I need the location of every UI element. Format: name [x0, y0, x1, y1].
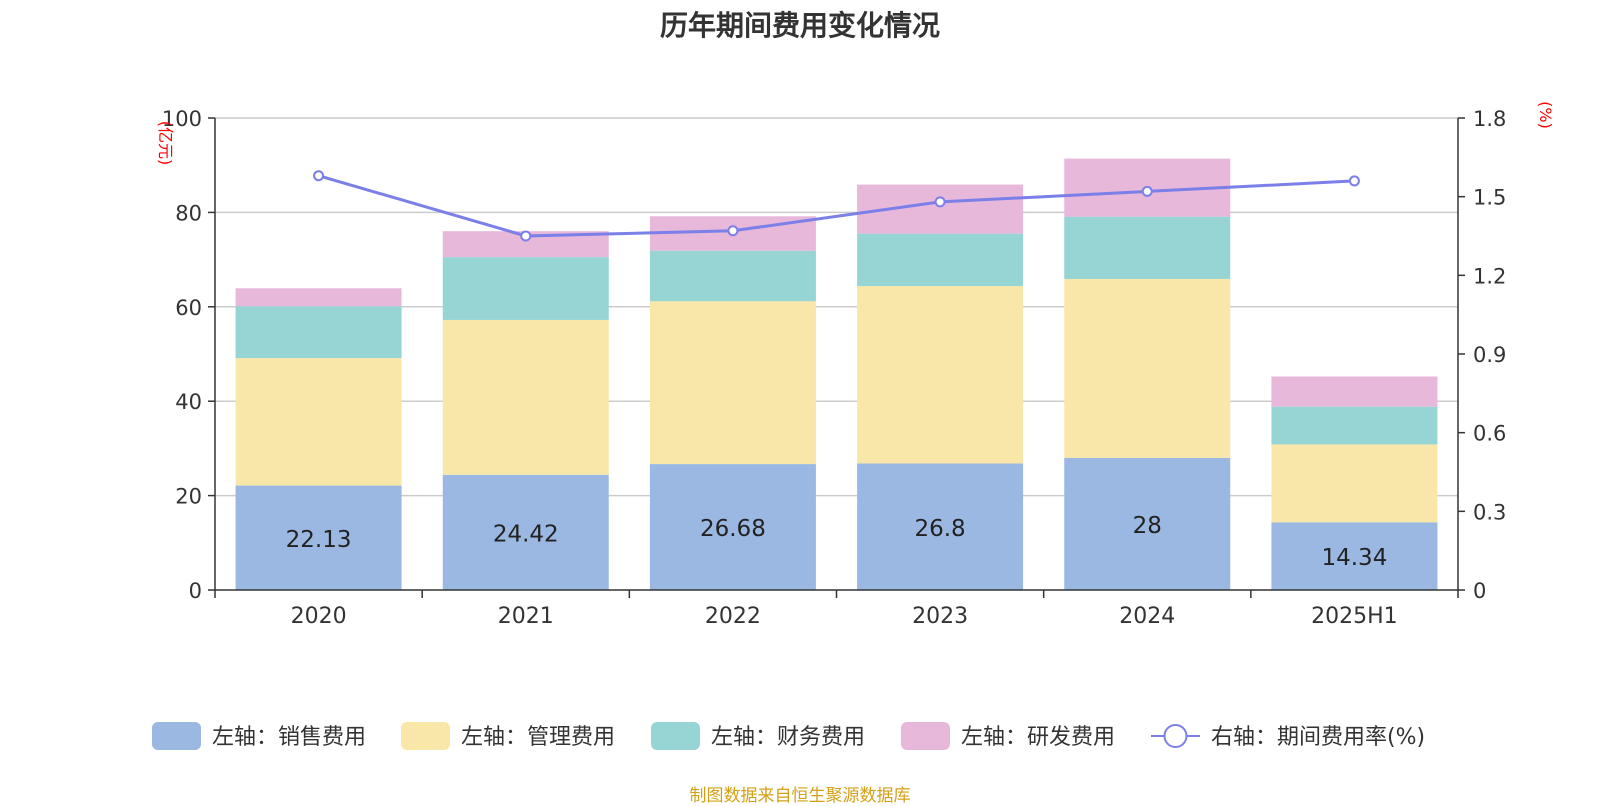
bar-segment — [235, 485, 402, 590]
bar-segment — [857, 286, 1024, 464]
right-axis-tick-label: 0.3 — [1473, 500, 1506, 524]
data-label: 26.68 — [700, 516, 766, 542]
data-source-note: 制图数据来自恒生聚源数据库 — [689, 786, 911, 806]
bar-segment — [1271, 376, 1438, 407]
legend-label: 左轴：研发费用 — [961, 725, 1115, 750]
legend-swatch — [401, 722, 450, 750]
rate-point — [1348, 175, 1360, 187]
legend-swatch — [152, 722, 201, 750]
legend-label: 左轴：管理费用 — [461, 725, 615, 750]
data-label: 28 — [1133, 513, 1162, 539]
bar-segment — [649, 250, 816, 302]
bar-segment — [442, 474, 609, 590]
data-label: 22.13 — [286, 527, 352, 553]
rate-point — [520, 230, 532, 242]
bar-segment — [235, 358, 402, 486]
rate-point — [727, 225, 739, 237]
data-label: 24.42 — [493, 521, 559, 547]
left-axis-tick-label: 40 — [175, 390, 202, 414]
rate-point — [313, 170, 325, 182]
left-axis-tick-label: 80 — [175, 201, 202, 225]
x-axis-tick-label: 2020 — [291, 604, 347, 629]
left-axis-unit-label: (亿元) — [156, 121, 175, 166]
bar-segment — [235, 288, 402, 307]
bar-segment — [442, 257, 609, 320]
data-label: 26.8 — [914, 516, 965, 542]
legend-swatch — [901, 722, 950, 750]
bar-segment — [857, 463, 1024, 590]
right-axis-tick-label: 0.6 — [1473, 422, 1506, 446]
bar-segment — [442, 319, 609, 475]
legend-swatch — [651, 722, 700, 750]
bar-segment — [1064, 216, 1231, 279]
x-axis-tick-label: 2025H1 — [1311, 604, 1398, 629]
bar-segment — [1064, 457, 1231, 590]
x-axis-tick-label: 2022 — [705, 604, 761, 629]
x-axis-tick-label: 2023 — [912, 604, 968, 629]
rate-point — [934, 196, 946, 208]
x-axis-tick-label: 2021 — [498, 604, 554, 629]
legend-label: 左轴：财务费用 — [711, 725, 865, 750]
bar-segment — [1064, 278, 1231, 458]
bar-segment — [235, 306, 402, 359]
legend-label: 右轴：期间费用率(%) — [1211, 725, 1425, 750]
bar-segment — [649, 464, 816, 590]
right-axis-tick-label: 0.9 — [1473, 343, 1506, 367]
right-axis-tick-label: 0 — [1473, 579, 1486, 603]
bar-segment — [1271, 522, 1438, 590]
left-axis-tick-label: 0 — [189, 579, 202, 603]
right-axis-tick-label: 1.8 — [1473, 107, 1506, 131]
right-axis-unit-label: (%) — [1536, 101, 1555, 129]
right-axis-tick-label: 1.5 — [1473, 186, 1506, 210]
chart-title: 历年期间费用变化情况 — [659, 9, 940, 42]
bar-segment — [857, 233, 1024, 287]
left-axis-tick-label: 20 — [175, 485, 202, 509]
bar-segment — [1271, 406, 1438, 445]
bar-segment — [649, 301, 816, 465]
rate-line — [318, 174, 1355, 238]
legend-label: 左轴：销售费用 — [212, 725, 366, 750]
x-axis-tick-label: 2024 — [1119, 604, 1175, 629]
right-axis-tick-label: 1.2 — [1473, 264, 1506, 288]
rate-point — [1141, 185, 1153, 197]
bar-segment — [1271, 444, 1438, 523]
left-axis-tick-label: 100 — [162, 107, 202, 131]
left-axis-tick-label: 60 — [175, 296, 202, 320]
legend-line-marker — [1163, 724, 1188, 748]
data-label: 14.34 — [1321, 545, 1387, 571]
